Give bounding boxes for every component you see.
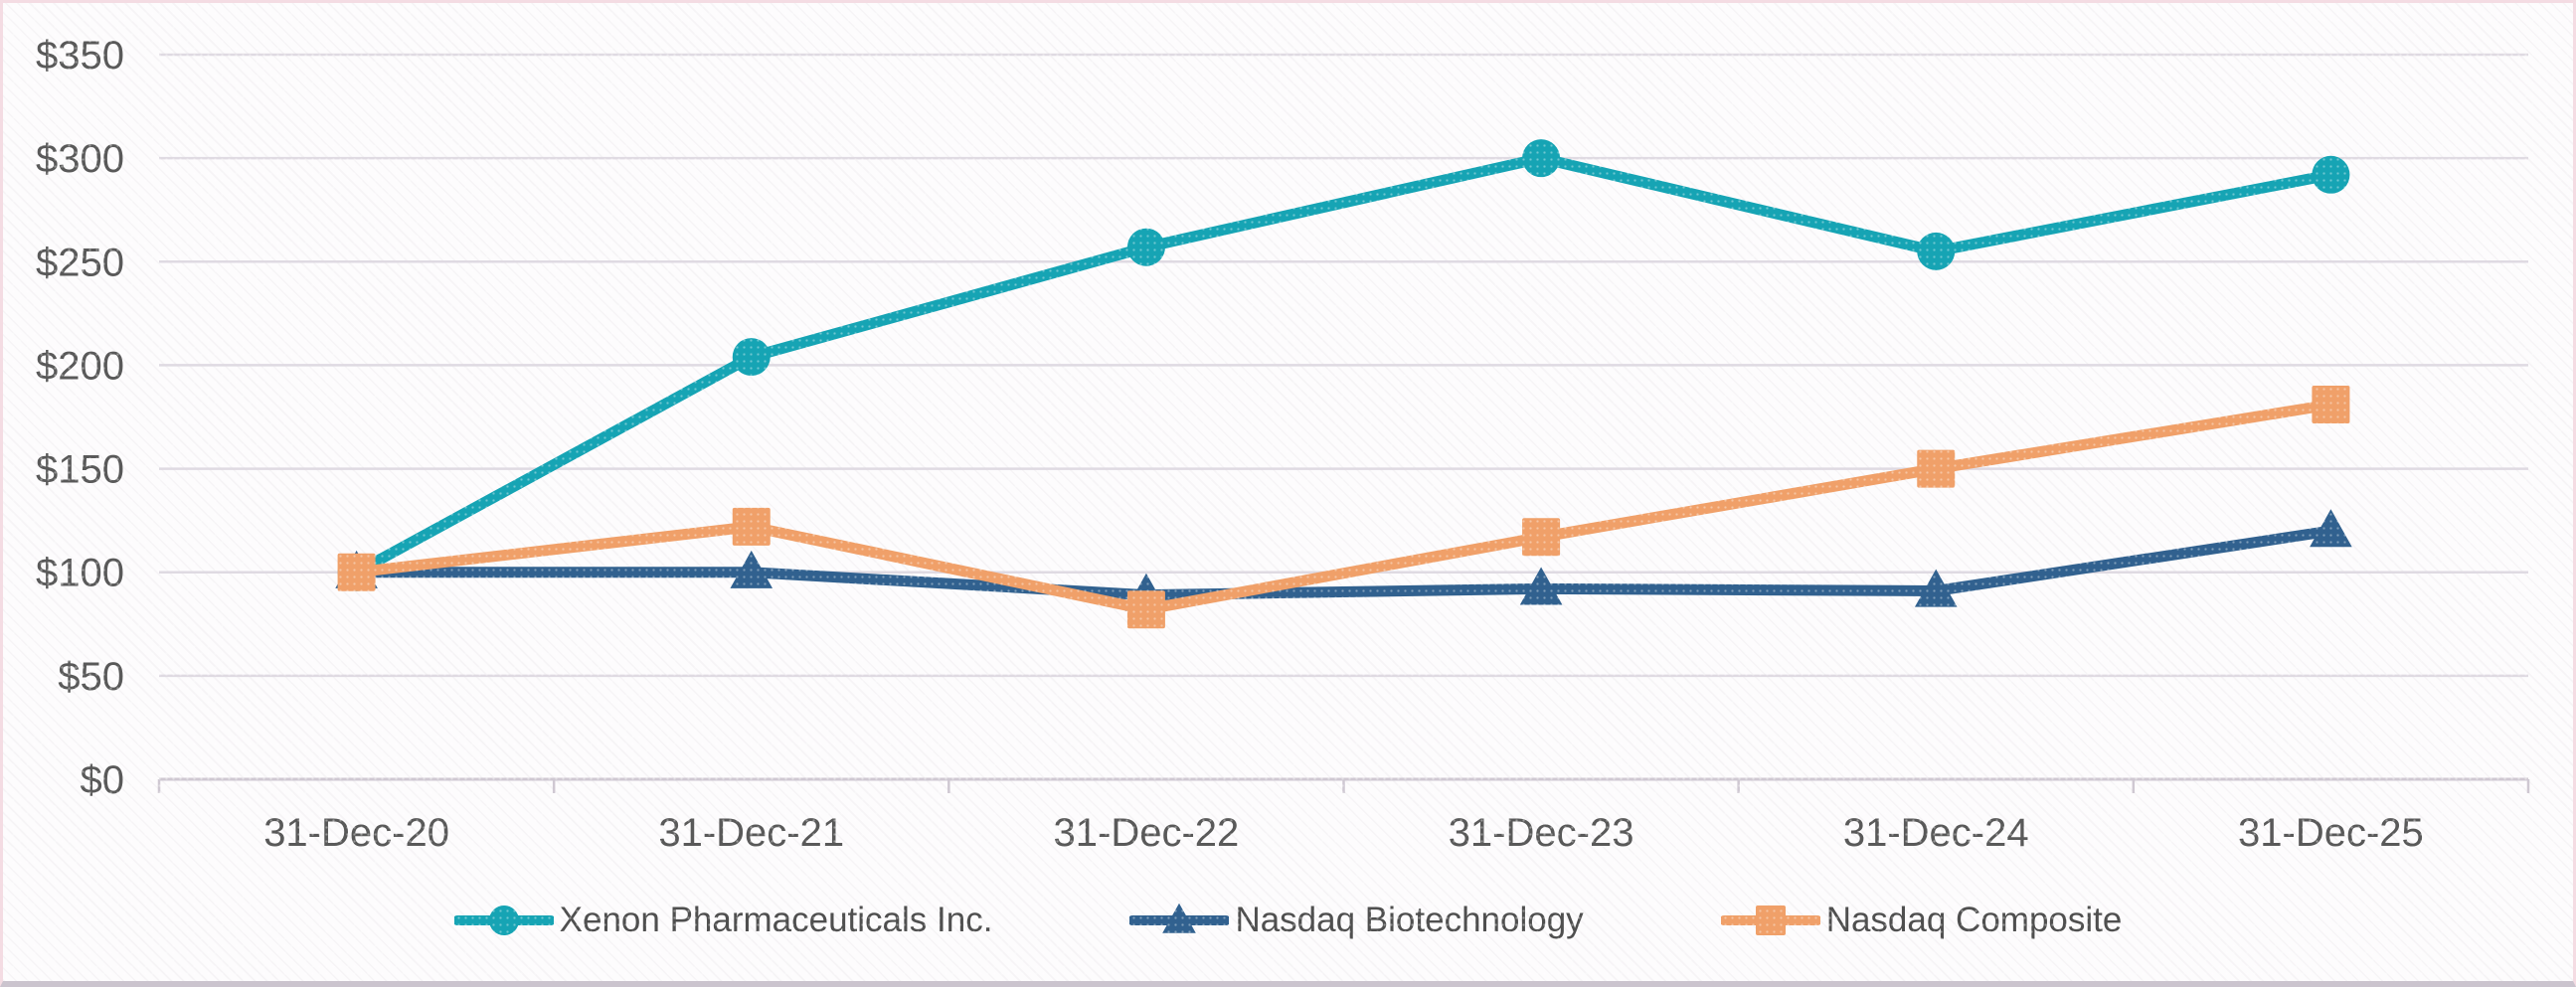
x-axis-tick-label: 31-Dec-22	[1054, 811, 1240, 855]
legend-marker-square-icon	[1720, 905, 1820, 935]
data-point-marker	[1126, 228, 1165, 266]
data-point-marker	[2312, 386, 2350, 424]
data-point-marker	[1914, 569, 1958, 607]
y-axis-tick-label: $50	[58, 655, 124, 699]
y-axis-tick-label: $0	[81, 758, 125, 802]
y-axis-tick-label: $350	[36, 34, 124, 78]
data-point-marker	[1917, 449, 1956, 488]
legend-marker	[1162, 903, 1197, 933]
legend-marker	[1755, 905, 1786, 935]
y-axis-tick-label: $250	[36, 241, 124, 284]
legend-item-nasdaq-biotechnology: Nasdaq Biotechnology	[1129, 899, 1584, 942]
x-axis-tick-label: 31-Dec-25	[2238, 811, 2424, 855]
data-point-marker	[1126, 590, 1165, 629]
series-square	[337, 386, 2350, 629]
legend-marker-circle-icon	[453, 905, 554, 935]
data-point-marker	[1522, 139, 1561, 178]
legend-marker-triangle-icon	[1129, 903, 1230, 933]
x-axis-tick-label: 31-Dec-23	[1449, 811, 1634, 855]
y-axis-tick-label: $300	[36, 137, 124, 181]
data-point-marker	[732, 338, 771, 377]
data-point-marker	[2310, 509, 2352, 548]
data-point-marker	[337, 553, 376, 591]
data-point-marker	[732, 507, 771, 546]
legend-item-xenon-pharmaceuticals: Xenon Pharmaceuticals Inc.	[453, 899, 993, 942]
series-triangle	[335, 509, 2352, 611]
y-axis-tick-label: $200	[36, 344, 124, 388]
legend-item-nasdaq-composite: Nasdaq Composite	[1720, 899, 2123, 942]
plot-area: $0 $50 $100 $150 $200 $250 $300 $350 31-Dec-20 31…	[36, 34, 2530, 855]
series-line	[351, 525, 2336, 601]
series-line	[351, 399, 2336, 615]
x-axis-tick-label: 31-Dec-21	[658, 811, 844, 855]
chart-legend: Xenon Pharmaceuticals Inc. Nasdaq Biotec…	[3, 891, 2573, 950]
data-point-marker	[2312, 155, 2350, 194]
legend-marker	[488, 905, 519, 935]
data-point-marker	[1917, 232, 1956, 270]
data-point-marker	[1522, 518, 1561, 557]
x-axis-tick-label: 31-Dec-24	[1843, 811, 2029, 855]
x-axis-tick-label: 31-Dec-20	[263, 811, 449, 855]
legend-label: Xenon Pharmaceuticals Inc.	[559, 901, 993, 939]
series-line	[351, 152, 2336, 578]
legend-label: Nasdaq Composite	[1825, 901, 2123, 939]
y-axis-tick-label: $150	[36, 448, 124, 492]
y-axis-tick-label: $100	[36, 552, 124, 595]
legend-label: Nasdaq Biotechnology	[1235, 901, 1584, 939]
data-point-marker	[1519, 567, 1563, 605]
data-point-marker	[730, 550, 773, 588]
